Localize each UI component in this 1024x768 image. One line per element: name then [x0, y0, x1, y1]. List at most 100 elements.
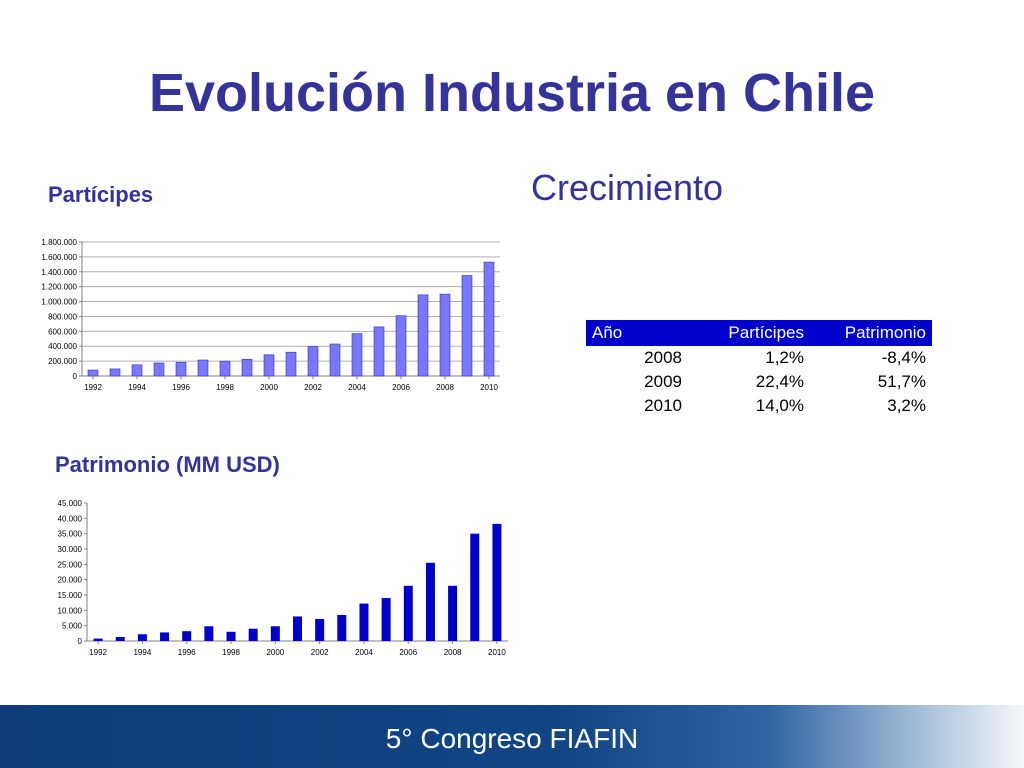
bar-1995: [160, 632, 170, 641]
bar-1992: [93, 638, 103, 641]
bar-2003: [329, 343, 341, 377]
y-tick-label: 20.000: [58, 576, 83, 585]
growth-cell-participes: 14,0%: [755, 396, 804, 415]
participes-chart: 0 200.000 400.000 600.000 800.000 1.000.000 1.…: [41, 238, 500, 392]
y-tick-label: 15.000: [58, 591, 83, 600]
bar-1994: [131, 364, 143, 377]
bar-1994: [137, 634, 147, 641]
y-tick-label: 1.600.000: [41, 253, 77, 262]
x-tick-label: 1998: [216, 383, 234, 392]
bar-1998: [226, 631, 236, 641]
growth-cell-year: 2008: [644, 348, 682, 367]
bar-2001: [293, 616, 302, 641]
bar-2002: [315, 618, 325, 641]
y-tick-label: 1.000.000: [41, 298, 77, 307]
growth-cell-patrimonio: 51,7%: [877, 372, 926, 391]
bar-2000: [263, 354, 275, 377]
bar-1992: [87, 369, 99, 377]
crecimiento-title: Crecimiento: [531, 167, 724, 208]
table-row: 2008 1,2% -8,4%: [586, 346, 932, 370]
bar-1993: [115, 637, 125, 641]
bar-1997: [204, 626, 214, 641]
x-tick-label: 1994: [133, 648, 151, 657]
bar-2003: [337, 614, 347, 641]
bar-1996: [175, 361, 187, 377]
x-tick-label: 1992: [89, 648, 107, 657]
y-tick-label: 0: [73, 372, 78, 381]
bar-2001: [285, 351, 297, 377]
bar-2000: [270, 626, 280, 641]
y-tick-label: 1.400.000: [41, 268, 77, 277]
bar-2009: [461, 275, 473, 377]
x-tick-label: 2010: [488, 648, 506, 657]
patrimonio-chart-title: Patrimonio (MM USD): [55, 452, 280, 477]
bar-2002: [307, 346, 319, 377]
participes-chart-title: Partícipes: [48, 182, 154, 207]
x-tick-label: 2010: [480, 383, 498, 392]
x-tick-label: 1998: [222, 648, 240, 657]
x-tick-label: 1996: [178, 648, 196, 657]
bar-2007: [417, 294, 429, 377]
bar-1995: [153, 362, 165, 377]
bar-1997: [197, 359, 209, 377]
x-tick-label: 2008: [444, 648, 462, 657]
bar-2010: [492, 523, 502, 641]
bar-1999: [241, 358, 253, 377]
footer-text: 5° Congreso FIAFIN: [385, 723, 639, 754]
table-row: 2010 14,0% 3,2%: [586, 394, 932, 418]
y-tick-label: 25.000: [58, 560, 83, 569]
y-tick-label: 35.000: [58, 530, 83, 539]
growth-header-year: Año: [586, 320, 688, 346]
x-tick-label: 2000: [266, 648, 284, 657]
bar-1993: [109, 368, 121, 377]
x-tick-label: 2004: [355, 648, 373, 657]
bar-2004: [351, 333, 363, 377]
x-tick-label: 1994: [128, 383, 146, 392]
x-tick-label: 2000: [260, 383, 278, 392]
bar-2007: [425, 562, 435, 641]
bar-2005: [373, 326, 385, 377]
growth-cell-year: 2010: [644, 396, 682, 415]
y-tick-label: 1.800.000: [41, 238, 77, 247]
bar-2010: [483, 261, 495, 377]
patrimonio-chart: 0 5.000 10.000 15.000 20.000 25.000 30.000 35.0…: [58, 499, 508, 657]
y-tick-label: 400.000: [48, 342, 77, 351]
x-tick-label: 2004: [348, 383, 366, 392]
x-tick-label: 2002: [304, 383, 322, 392]
x-tick-label: 1996: [172, 383, 190, 392]
bar-2006: [395, 315, 407, 377]
bar-2004: [359, 603, 369, 641]
y-tick-label: 800.000: [48, 312, 77, 321]
table-row: 2009 22,4% 51,7%: [586, 370, 932, 394]
bar-2008: [439, 293, 451, 377]
growth-cell-participes: 1,2%: [765, 348, 804, 367]
y-tick-label: 30.000: [58, 545, 83, 554]
x-tick-label: 2002: [311, 648, 329, 657]
bar-2009: [470, 533, 480, 641]
y-tick-label: 40.000: [58, 514, 83, 523]
y-tick-label: 0: [78, 637, 83, 646]
y-tick-label: 10.000: [58, 606, 83, 615]
x-tick-label: 1992: [84, 383, 102, 392]
x-tick-label: 2006: [392, 383, 410, 392]
x-tick-label: 2008: [436, 383, 454, 392]
bar-1999: [248, 628, 258, 641]
growth-cell-participes: 22,4%: [755, 372, 804, 391]
growth-cell-patrimonio: 3,2%: [887, 396, 926, 415]
bar-2006: [403, 585, 413, 641]
bar-1998: [219, 360, 231, 377]
growth-table-header-row: Año Partícipes Patrimonio: [586, 320, 932, 346]
y-tick-label: 600.000: [48, 327, 77, 336]
growth-table: Año Partícipes Patrimonio 2008 1,2% -8,4…: [586, 320, 932, 418]
y-tick-label: 45.000: [58, 499, 83, 508]
growth-cell-patrimonio: -8,4%: [881, 348, 926, 367]
bar-1996: [182, 631, 192, 641]
growth-header-patrimonio: Patrimonio: [810, 320, 932, 346]
growth-cell-year: 2009: [644, 372, 682, 391]
y-tick-label: 1.200.000: [41, 283, 77, 292]
bar-2008: [448, 585, 458, 641]
bar-2005: [381, 598, 391, 641]
y-tick-label: 5.000: [62, 622, 83, 631]
x-tick-label: 2006: [399, 648, 417, 657]
growth-header-participes: Partícipes: [688, 320, 810, 346]
